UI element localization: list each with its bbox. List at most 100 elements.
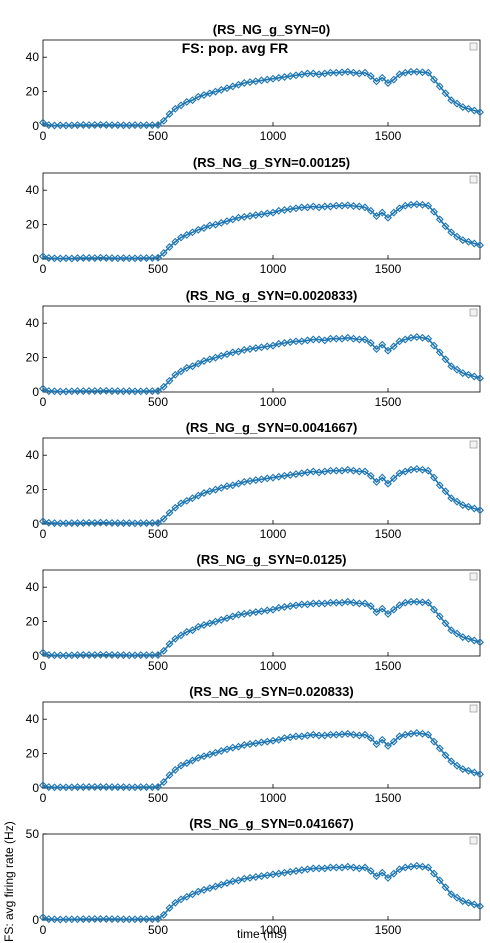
data-point: [228, 215, 237, 224]
data-point: [67, 121, 76, 130]
subplot-4: (RS_NG_g_SYN=0.0041667) 0 500 1000 1500 0 20 40: [26, 420, 484, 541]
data-point: [136, 121, 145, 130]
x-tick-label: 1000: [260, 791, 287, 805]
data-point: [349, 334, 358, 343]
y-tick-label: 40: [26, 316, 40, 330]
data-point: [355, 467, 364, 476]
data-point: [412, 861, 421, 870]
data-point: [389, 605, 398, 614]
data-point: [44, 254, 53, 262]
data-point: [194, 92, 203, 101]
data-point: [332, 863, 341, 872]
data-point: [182, 892, 191, 901]
data-point: [430, 737, 438, 746]
data-point: [67, 254, 76, 263]
data-point: [343, 729, 352, 738]
data-point: [136, 519, 145, 528]
data-point: [108, 121, 116, 130]
data-point: [372, 345, 381, 353]
data-point: [338, 201, 346, 210]
data-point: [349, 68, 358, 77]
data-point: [194, 622, 203, 631]
data-point: [447, 228, 456, 237]
data-point: [430, 473, 438, 482]
data-point: [470, 768, 479, 777]
figure-suptitle: FS: pop. avg FR: [182, 40, 289, 56]
data-point: [320, 202, 329, 211]
data-point: [458, 103, 467, 112]
data-point: [458, 369, 467, 378]
data-point: [315, 731, 323, 740]
data-point: [159, 116, 168, 125]
data-point: [205, 884, 214, 893]
data-point: [378, 208, 387, 217]
data-point: [366, 339, 375, 347]
data-point: [458, 236, 467, 245]
data-point: [177, 101, 185, 110]
data-point: [44, 651, 53, 659]
data-point: [182, 97, 191, 106]
data-point: [297, 203, 306, 212]
data-point: [171, 503, 180, 512]
data-point: [90, 519, 99, 527]
data-point: [389, 869, 398, 878]
data-point: [217, 880, 226, 889]
data-point: [372, 740, 381, 749]
data-point: [188, 228, 197, 237]
data-point: [395, 337, 404, 346]
data-point: [56, 121, 65, 130]
data-point: [228, 612, 237, 621]
data-point: [119, 387, 128, 396]
data-point: [39, 118, 47, 127]
y-tick-label: 0: [32, 385, 39, 399]
data-point: [200, 91, 208, 99]
data-point: [108, 651, 116, 659]
x-tick-label: 0: [40, 791, 47, 805]
data-point: [424, 466, 433, 475]
data-point: [73, 915, 82, 924]
data-point: [200, 885, 208, 894]
data-point: [372, 212, 381, 220]
data-point: [102, 650, 111, 659]
data-point: [412, 333, 421, 341]
data-point: [142, 519, 151, 528]
data-point: [384, 479, 392, 488]
data-point: [458, 897, 467, 906]
data-point: [366, 734, 375, 743]
data-point: [56, 519, 65, 528]
data-point: [125, 387, 134, 396]
data-point: [407, 597, 415, 606]
data-point: [131, 254, 139, 263]
data-point: [211, 485, 220, 494]
corner-toggle-icon: [469, 440, 478, 449]
axes-box: [42, 172, 481, 260]
x-tick-label: 1500: [375, 659, 402, 673]
data-point: [171, 370, 180, 379]
x-tick-label: 500: [148, 527, 168, 541]
data-point: [424, 863, 433, 872]
data-point: [401, 467, 410, 476]
data-point: [458, 765, 467, 774]
data-point: [90, 121, 99, 129]
data-point: [142, 783, 151, 792]
data-point: [165, 508, 174, 517]
axes-box: [42, 437, 481, 525]
y-tick-label: 40: [26, 712, 40, 726]
subplot-3: (RS_NG_g_SYN=0.0020833) 0 500 1000 1500 0 20 40: [26, 288, 484, 409]
x-tick-label: 500: [148, 923, 168, 937]
data-point: [217, 747, 226, 755]
data-point: [96, 783, 105, 791]
data-point: [154, 253, 162, 262]
data-point: [476, 241, 484, 250]
data-point: [395, 865, 404, 874]
subplots: (RS_NG_g_SYN=0)0 500 1000 150002040(RS_NG_g…: [26, 22, 484, 937]
y-tick-label: 20: [26, 85, 40, 99]
data-point: [154, 387, 162, 395]
data-point: [165, 110, 174, 118]
y-tick-label: 0: [32, 517, 39, 531]
data-point: [292, 732, 300, 741]
data-point: [50, 915, 59, 924]
data-point: [142, 915, 151, 924]
corner-toggle-icon: [469, 308, 478, 317]
